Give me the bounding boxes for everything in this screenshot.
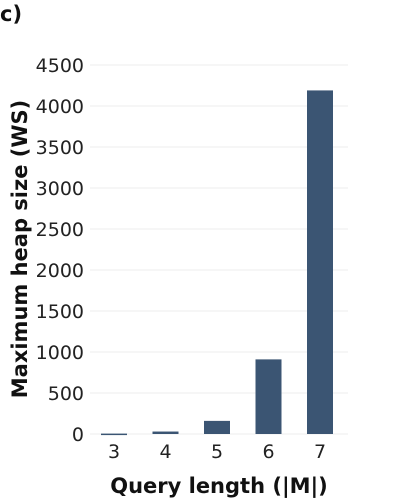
y-tick-label: 3000 <box>36 178 84 200</box>
y-tick-label: 4500 <box>36 55 84 77</box>
y-tick-label: 500 <box>48 383 84 405</box>
bars <box>101 90 333 436</box>
y-axis-title: Maximum heap size (WS) <box>8 100 32 399</box>
x-tick-label-6: 6 <box>262 441 274 463</box>
bar-4 <box>152 431 179 434</box>
x-tick-label-3: 3 <box>108 441 120 463</box>
bar-6 <box>255 359 282 434</box>
y-tick-label: 1500 <box>36 301 84 323</box>
x-tick-label-4: 4 <box>159 441 171 463</box>
y-tick-label: 4000 <box>36 96 84 118</box>
bar-3 <box>101 433 127 436</box>
x-tick-labels: 3 4 5 6 7 <box>108 441 326 463</box>
y-tick-label: 1000 <box>36 342 84 364</box>
x-tick-label-5: 5 <box>211 441 223 463</box>
y-tick-labels: 0 500 1000 1500 2000 2500 3000 3500 4000 4500 <box>36 55 84 446</box>
y-tick-label: 3500 <box>36 137 84 159</box>
y-tick-label: 0 <box>72 424 84 446</box>
y-tick-label: 2000 <box>36 260 84 282</box>
bar-7 <box>307 90 333 435</box>
x-tick-label-7: 7 <box>314 441 326 463</box>
y-tick-label: 2500 <box>36 219 84 241</box>
panel-label: c) <box>0 2 23 26</box>
bar-5 <box>204 420 230 434</box>
x-axis-title: Query length (|M|) <box>110 474 328 499</box>
